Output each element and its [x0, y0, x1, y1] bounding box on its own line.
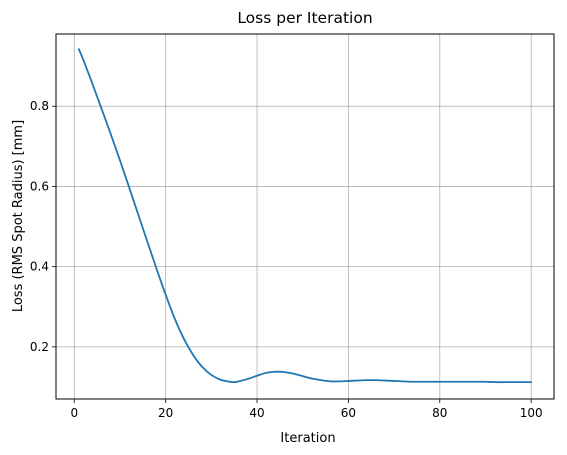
- chart-title: Loss per Iteration: [237, 9, 372, 27]
- x-axis-label: Iteration: [280, 431, 335, 446]
- ticks: 0 20 40 60 80 100 0.2 0.4 0.6 0.8: [30, 99, 543, 420]
- x-tick-label: 80: [432, 406, 447, 420]
- x-tick-label: 20: [158, 406, 173, 420]
- grid-lines: [56, 34, 554, 399]
- y-tick-label: 0.2: [30, 340, 49, 354]
- series-layer: [77, 48, 533, 384]
- y-tick-label: 0.8: [30, 99, 49, 113]
- x-tick-label: 60: [341, 406, 356, 420]
- y-axis-label: Loss (RMS Spot Radius) [mm]: [11, 120, 26, 312]
- x-tick-label: 100: [520, 406, 543, 420]
- y-tick-label: 0.6: [30, 179, 49, 193]
- y-tick-label: 0.4: [30, 260, 49, 274]
- x-tick-label: 40: [249, 406, 264, 420]
- plot-frame: [55, 33, 555, 400]
- loss-line: [77, 48, 533, 384]
- x-tick-label: 0: [70, 406, 78, 420]
